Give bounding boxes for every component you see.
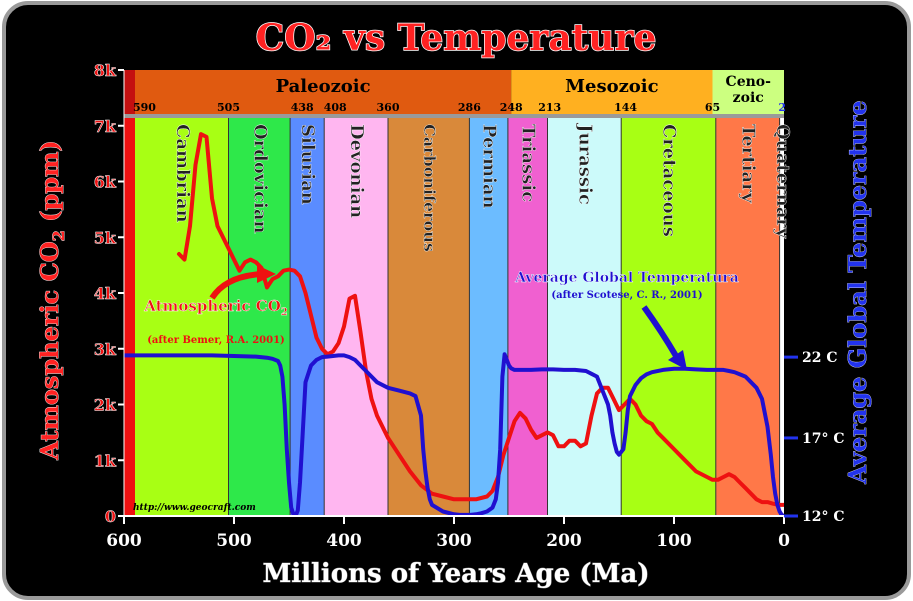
period-label-1: Ordovician: [249, 124, 270, 234]
y-axis-right-title: Average Global Temperature: [843, 100, 872, 484]
period-band-4: [388, 118, 470, 516]
period-band-10: [779, 118, 784, 516]
temperature-annotation-source: (after Scotese, C. R., 2001): [551, 290, 702, 301]
temperature-annotation-label: Average Global Temperatura: [514, 270, 739, 286]
y-tick-label-8k: 8k: [94, 61, 117, 80]
y-axis-left-title-unit: (ppm): [35, 140, 64, 230]
x-tick-label-500: 500: [216, 531, 252, 551]
chart-title: CO₂ vs Temperature: [256, 17, 657, 59]
y-tick-label-7k: 7k: [94, 117, 117, 136]
period-label-6: Triassic: [518, 124, 539, 202]
boundary-label-408: 408: [324, 101, 347, 114]
period-label-10: Quaternary: [772, 124, 793, 239]
x-axis-title: Millions of Years Age (Ma): [262, 559, 649, 589]
temp-tick-label-1: 17° C: [802, 431, 845, 447]
y-tick-label-4k: 4k: [94, 284, 117, 303]
period-band-2: [290, 118, 325, 516]
period-band-3: [324, 118, 388, 516]
period-label-8: Cretaceous: [659, 124, 680, 237]
y-tick-label-2k: 2k: [94, 396, 117, 415]
boundary-label-213: 213: [538, 101, 561, 114]
y-tick-label-0: 0: [105, 507, 116, 526]
y-tick-label-1k: 1k: [94, 451, 117, 470]
x-tick-label-400: 400: [326, 531, 362, 551]
y-tick-label-5k: 5k: [94, 228, 117, 247]
period-label-0: Cambrian: [172, 124, 193, 223]
temperature-annotation-arrow: [641, 305, 679, 358]
x-tick-label-200: 200: [546, 531, 582, 551]
period-label-7: Jurassic: [574, 122, 595, 205]
period-label-4: Carboniferous: [420, 124, 439, 252]
co2-annotation-source: (after Bemer, R.A. 2001): [147, 335, 285, 346]
boundary-label-505: 505: [217, 101, 240, 114]
x-tick-label-0: 0: [778, 531, 790, 551]
era-strip-1: [511, 100, 713, 118]
period-label-3: Devonian: [346, 124, 367, 218]
boundary-label-248: 248: [500, 101, 523, 114]
era-block-0: [135, 70, 512, 100]
boundary-label-438: 438: [291, 101, 314, 114]
co2-annotation-arrow: [209, 271, 263, 300]
temperature-series-line: [124, 352, 784, 516]
period-labels: Cambrian Ordovician Silurian Devonian Carbon…: [172, 122, 793, 252]
temp-tick-label-2: 12° C: [802, 509, 845, 525]
era-block-1: [511, 70, 713, 100]
co2-annotation-label: Atmospheric CO2: [143, 297, 288, 318]
temperature-annotation-arrowhead: [668, 350, 687, 370]
y-axis-left-title-subscript: 2: [49, 230, 68, 241]
axes: 600 500 400 300 200 100 0 0 1k 2k 3k 4k 5k 6k 7k 8k 22 C…: [94, 61, 845, 551]
era-label-2: Ceno-zoic: [726, 74, 772, 106]
co2-series-line: [177, 132, 784, 507]
boundary-label-360: 360: [377, 101, 400, 114]
era-strip-0: [135, 100, 512, 118]
period-label-9: Tertiary: [738, 124, 759, 204]
boundary-label-286: 286: [458, 101, 481, 114]
x-tick-label-300: 300: [436, 531, 472, 551]
series-lines: [124, 132, 784, 516]
y-tick-label-6k: 6k: [94, 173, 117, 192]
x-tick-label-600: 600: [106, 531, 142, 551]
period-band-1: [228, 118, 291, 516]
period-label-5: Permian: [479, 124, 500, 209]
y-tick-label-3k: 3k: [94, 340, 117, 359]
era-strip-2: [712, 100, 784, 118]
era-separator: [124, 114, 784, 118]
credit-url: http://www.geocraft.com: [133, 503, 256, 513]
period-band-7: [547, 118, 622, 516]
era-label-0: Paleozoic: [276, 76, 371, 97]
co2-annotation-arrowhead: [257, 265, 276, 283]
boundary-label-144: 144: [614, 101, 637, 114]
y-axis-left-title: Atmospheric CO2 (ppm): [35, 140, 68, 461]
era-block-2: [712, 70, 784, 100]
period-bands: [124, 118, 784, 516]
period-band-0: [135, 118, 229, 516]
period-label-2: Silurian: [297, 124, 318, 205]
annotations: Atmospheric CO2 (after Bemer, R.A. 2001) A…: [133, 265, 739, 513]
boundary-label-65: 65: [705, 101, 720, 114]
era-bar-precambrian: [124, 70, 135, 118]
x-tick-label-100: 100: [656, 531, 692, 551]
boundary-label-2: 2: [778, 101, 786, 114]
temp-tick-label-0: 22 C: [802, 350, 838, 366]
period-band-6: [507, 118, 548, 516]
era-bar: Paleozoic Mesozoic Ceno-zoic 590 505 438 408 36…: [124, 70, 786, 118]
y-axis-left-title-main: Atmospheric CO: [35, 241, 64, 460]
era-label-1: Mesozoic: [565, 76, 659, 97]
boundary-label-590: 590: [133, 101, 156, 114]
period-band-8: [621, 118, 716, 516]
pre-cambrian-band: [124, 118, 135, 516]
